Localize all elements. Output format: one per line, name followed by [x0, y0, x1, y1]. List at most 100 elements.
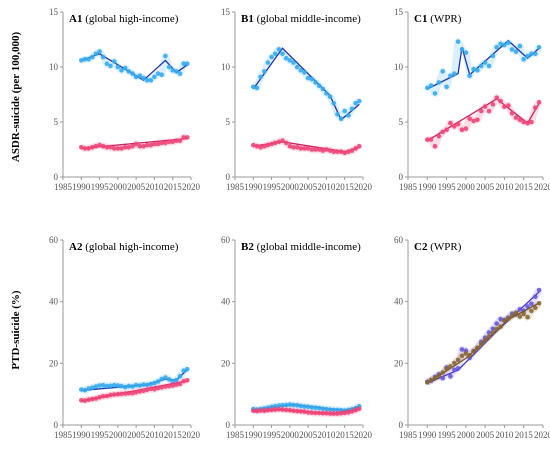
y-tick-label: 40 — [49, 297, 59, 307]
data-point — [452, 367, 457, 373]
data-point — [251, 84, 256, 90]
series-1 — [79, 48, 190, 84]
data-point — [159, 376, 164, 382]
data-point — [338, 116, 344, 121]
data-point — [357, 406, 362, 412]
data-point — [305, 404, 311, 410]
chart-panel-b1: 0 5 10 15 1985 1990 1995 2000 2005 2010 2015 2020 B1… — [221, 7, 373, 192]
data-point — [254, 85, 260, 91]
x-tick-label: 1985 — [399, 430, 418, 440]
series-band — [425, 38, 543, 97]
data-point — [287, 143, 293, 149]
data-point — [506, 40, 511, 46]
data-point — [100, 143, 106, 149]
data-point — [97, 383, 102, 388]
data-point — [291, 408, 296, 414]
data-point — [298, 409, 304, 414]
data-point — [353, 146, 359, 151]
panel-title-description: (global high-income) — [82, 241, 178, 253]
panel-title-letter: C2 — [414, 241, 428, 253]
data-point — [148, 77, 154, 83]
data-point — [152, 386, 157, 392]
data-point — [126, 145, 132, 150]
data-point — [262, 408, 267, 414]
y-tick-label: 0 — [399, 420, 404, 430]
data-point — [82, 146, 88, 151]
data-point — [93, 143, 99, 149]
data-point — [155, 71, 161, 76]
data-point — [272, 51, 278, 57]
chart-panel-a1: 0 5 10 15 1985 1990 1995 2000 2005 2010 2015 2020 A1… — [49, 7, 201, 192]
x-tick-label: 1995 — [438, 430, 457, 440]
data-point — [79, 145, 84, 150]
data-point — [130, 143, 135, 149]
panel-title: A2 (global high-income) — [69, 241, 179, 253]
data-point — [126, 390, 132, 396]
x-tick-label: 1995 — [438, 182, 457, 192]
data-point — [111, 382, 117, 388]
data-point — [324, 411, 329, 416]
data-point — [276, 47, 282, 52]
data-point — [265, 142, 271, 148]
data-point — [490, 53, 496, 59]
data-point — [251, 142, 256, 148]
data-point — [272, 140, 278, 146]
chart-panel-c2: 0 20 40 60 1985 1990 1995 2000 2005 2010 2015 2020 C… — [394, 235, 550, 440]
data-point — [498, 324, 503, 329]
data-point — [428, 137, 434, 142]
x-tick-label: 2015 — [336, 182, 355, 192]
data-point — [536, 99, 542, 105]
chart-panel-b2: 0 20 40 60 1985 1990 1995 2000 2005 2010 2015 2020 B… — [221, 235, 373, 440]
data-point — [166, 383, 172, 389]
y-tick-label: 5 — [54, 117, 59, 127]
data-point — [152, 380, 157, 386]
data-point — [509, 47, 515, 52]
data-point — [137, 73, 143, 79]
x-tick-label: 2015 — [164, 182, 183, 192]
data-point — [133, 382, 139, 388]
data-point — [283, 55, 289, 61]
data-point — [174, 377, 179, 383]
data-point — [141, 143, 146, 149]
panel-title: A1 (global high-income) — [69, 13, 179, 25]
data-point — [90, 54, 95, 60]
data-point — [479, 63, 484, 69]
panel-title-letter: B1 — [241, 13, 254, 25]
data-point — [141, 382, 146, 387]
x-tick-label: 2000 — [109, 430, 128, 440]
series-2 — [425, 94, 542, 150]
data-point — [133, 390, 139, 395]
data-point — [130, 71, 135, 76]
y-tick-label: 10 — [221, 62, 231, 72]
data-point — [265, 407, 271, 413]
data-point — [177, 374, 183, 379]
x-tick-label: 1995 — [263, 430, 282, 440]
data-point — [177, 138, 183, 143]
data-point — [298, 403, 304, 409]
data-point — [482, 104, 488, 109]
data-point — [90, 396, 95, 402]
data-point — [313, 147, 318, 152]
y-axis-label-top: ASDR-suicide (per 100,000) — [10, 32, 22, 163]
data-point — [82, 398, 88, 403]
data-point — [448, 120, 453, 126]
data-point — [475, 345, 480, 351]
data-point — [498, 98, 503, 104]
data-point — [536, 44, 542, 50]
y-tick-label: 20 — [221, 358, 231, 368]
data-point — [254, 408, 260, 414]
y-tick-label: 40 — [394, 297, 404, 307]
data-point — [452, 71, 457, 76]
data-point — [163, 384, 168, 389]
data-point — [177, 381, 183, 387]
chart-panel-a2: 0 20 40 60 1985 1990 1995 2000 2005 2010 2015 2020 A… — [49, 235, 201, 440]
y-tick-label: 0 — [399, 172, 404, 182]
panel-title: C1 (WPR) — [414, 13, 462, 25]
data-point — [305, 410, 311, 415]
data-point — [283, 140, 289, 146]
data-point — [309, 147, 315, 152]
data-point — [122, 384, 128, 390]
x-tick-label: 2005 — [299, 182, 318, 192]
data-point — [104, 61, 110, 66]
data-point — [471, 118, 476, 124]
